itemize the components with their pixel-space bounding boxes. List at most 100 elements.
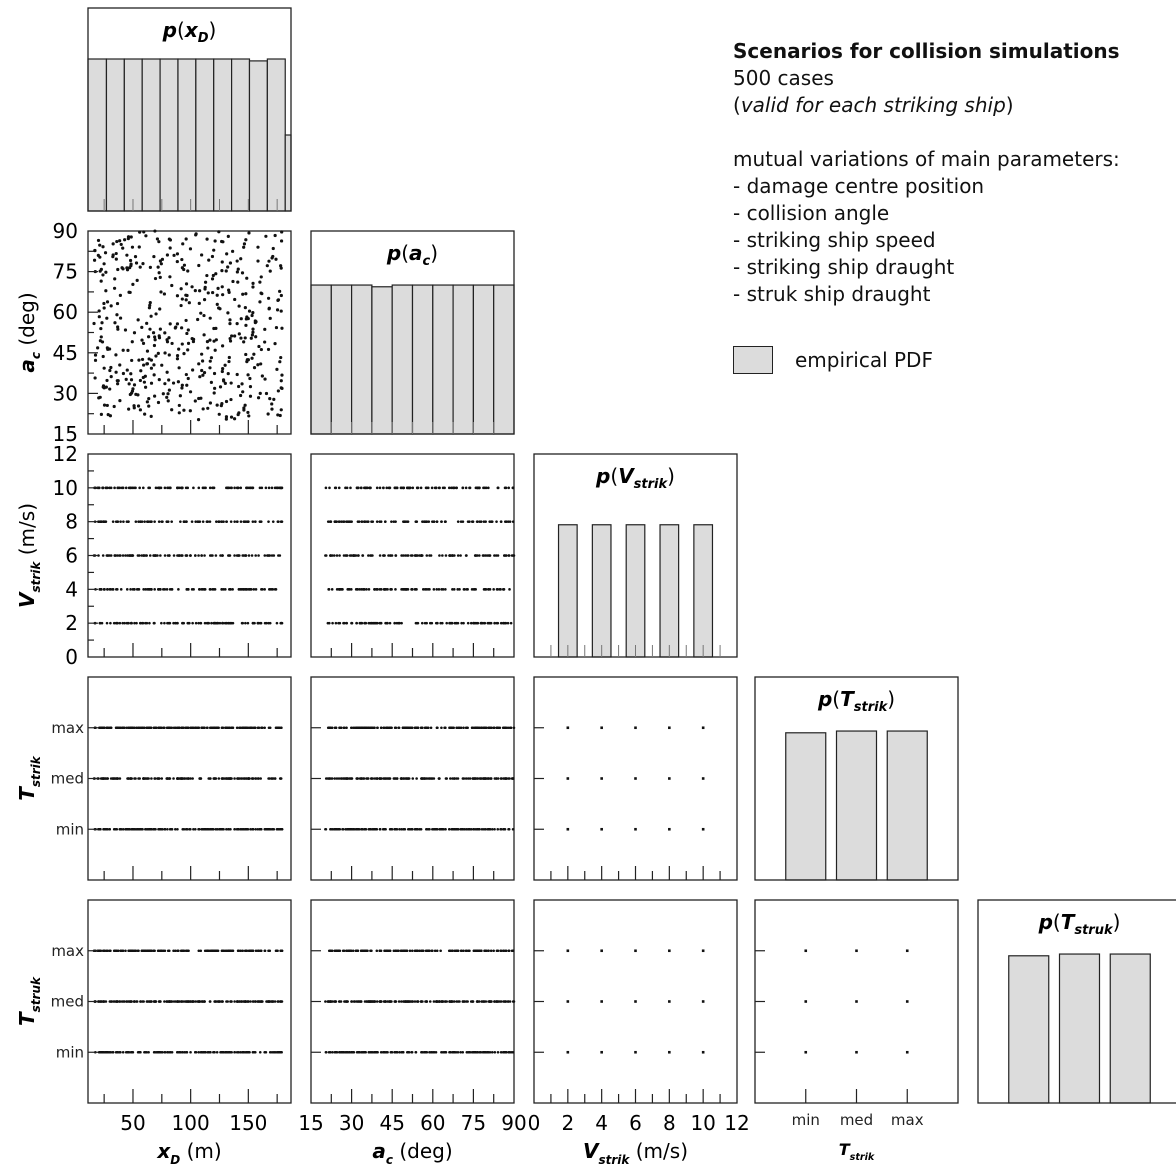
data-point [180, 486, 184, 490]
data-point [167, 388, 171, 392]
data-point [172, 253, 176, 257]
data-point [205, 237, 209, 241]
data-point [233, 1050, 236, 1054]
data-point [131, 282, 135, 287]
data-point [167, 336, 171, 340]
data-point [263, 726, 266, 730]
data-point [256, 621, 260, 625]
data-point [143, 374, 147, 378]
data-point [600, 1050, 603, 1054]
data-point [443, 486, 446, 490]
data-point [338, 520, 341, 523]
data-point [197, 554, 200, 557]
data-point [378, 1000, 382, 1003]
data-point [157, 520, 161, 523]
data-point [231, 588, 234, 591]
data-point [205, 520, 209, 523]
data-point [129, 372, 133, 376]
data-point [449, 554, 452, 557]
data-point [279, 777, 283, 780]
data-point [406, 554, 410, 557]
data-point [165, 520, 169, 523]
data-point [428, 777, 431, 780]
data-point [260, 374, 264, 378]
data-point [341, 827, 344, 831]
panel-frame [754, 676, 959, 881]
data-point [163, 554, 167, 557]
data-point [250, 313, 254, 318]
data-point [151, 331, 156, 335]
y-tick-label: min [56, 820, 84, 838]
data-point [118, 293, 122, 297]
data-point [356, 554, 360, 557]
data-point [484, 1000, 488, 1003]
data-point [168, 275, 172, 279]
data-point [210, 277, 215, 281]
data-point [373, 777, 377, 780]
data-point [410, 1000, 414, 1003]
data-point [249, 827, 252, 831]
data-point [348, 554, 352, 557]
data-point [157, 240, 161, 244]
data-point [493, 554, 496, 557]
data-point [116, 554, 120, 557]
axis-label-text: Tstruk [15, 976, 43, 1026]
data-point [153, 777, 157, 780]
data-point [215, 520, 218, 523]
data-point [326, 1000, 330, 1003]
data-point [146, 726, 149, 730]
data-point [246, 520, 249, 523]
data-point [382, 486, 385, 490]
data-point [148, 726, 152, 730]
data-point [154, 486, 158, 490]
data-point [220, 268, 224, 273]
data-point [259, 949, 262, 953]
data-point [153, 520, 156, 523]
x-tick-label: 12 [724, 1111, 749, 1135]
pdf-panel-Ts: p(Tstrik) [754, 676, 959, 881]
data-point [338, 588, 342, 591]
data-point [152, 949, 156, 953]
axis-label-text: Vstrik (m/s) [583, 1139, 688, 1165]
data-point [490, 520, 494, 523]
data-point [130, 827, 133, 831]
data-point [421, 1000, 424, 1003]
data-point [132, 331, 137, 335]
data-point [173, 326, 177, 330]
data-point [201, 359, 205, 363]
data-point [239, 949, 243, 953]
data-point [276, 413, 280, 417]
data-point [600, 1000, 603, 1003]
data-point [488, 1050, 492, 1054]
data-point [97, 520, 101, 523]
data-point [410, 588, 414, 591]
data-point [361, 554, 364, 557]
data-point [270, 486, 274, 490]
data-point [334, 486, 338, 490]
data-point [99, 726, 103, 730]
legend-note: (valid for each striking ship) [733, 93, 1014, 117]
data-point [419, 486, 423, 490]
data-point [227, 290, 231, 294]
data-point [247, 231, 251, 235]
data-point [192, 486, 195, 490]
data-point [404, 588, 407, 591]
data-point [233, 777, 236, 780]
data-point [104, 520, 107, 523]
data-point [279, 1050, 283, 1054]
data-point [104, 777, 108, 780]
legend-variation-item: - damage centre position [733, 174, 985, 198]
data-point [214, 554, 218, 557]
data-point [258, 1000, 262, 1003]
data-point [701, 726, 705, 730]
data-point [429, 554, 433, 557]
data-point [140, 554, 144, 557]
data-point [435, 520, 439, 523]
data-point [221, 293, 225, 297]
data-point [464, 486, 468, 490]
data-point [124, 949, 127, 953]
x-tick-label: 2 [561, 1111, 574, 1135]
data-point [246, 1000, 249, 1003]
data-point [148, 554, 152, 557]
data-point [254, 949, 258, 953]
